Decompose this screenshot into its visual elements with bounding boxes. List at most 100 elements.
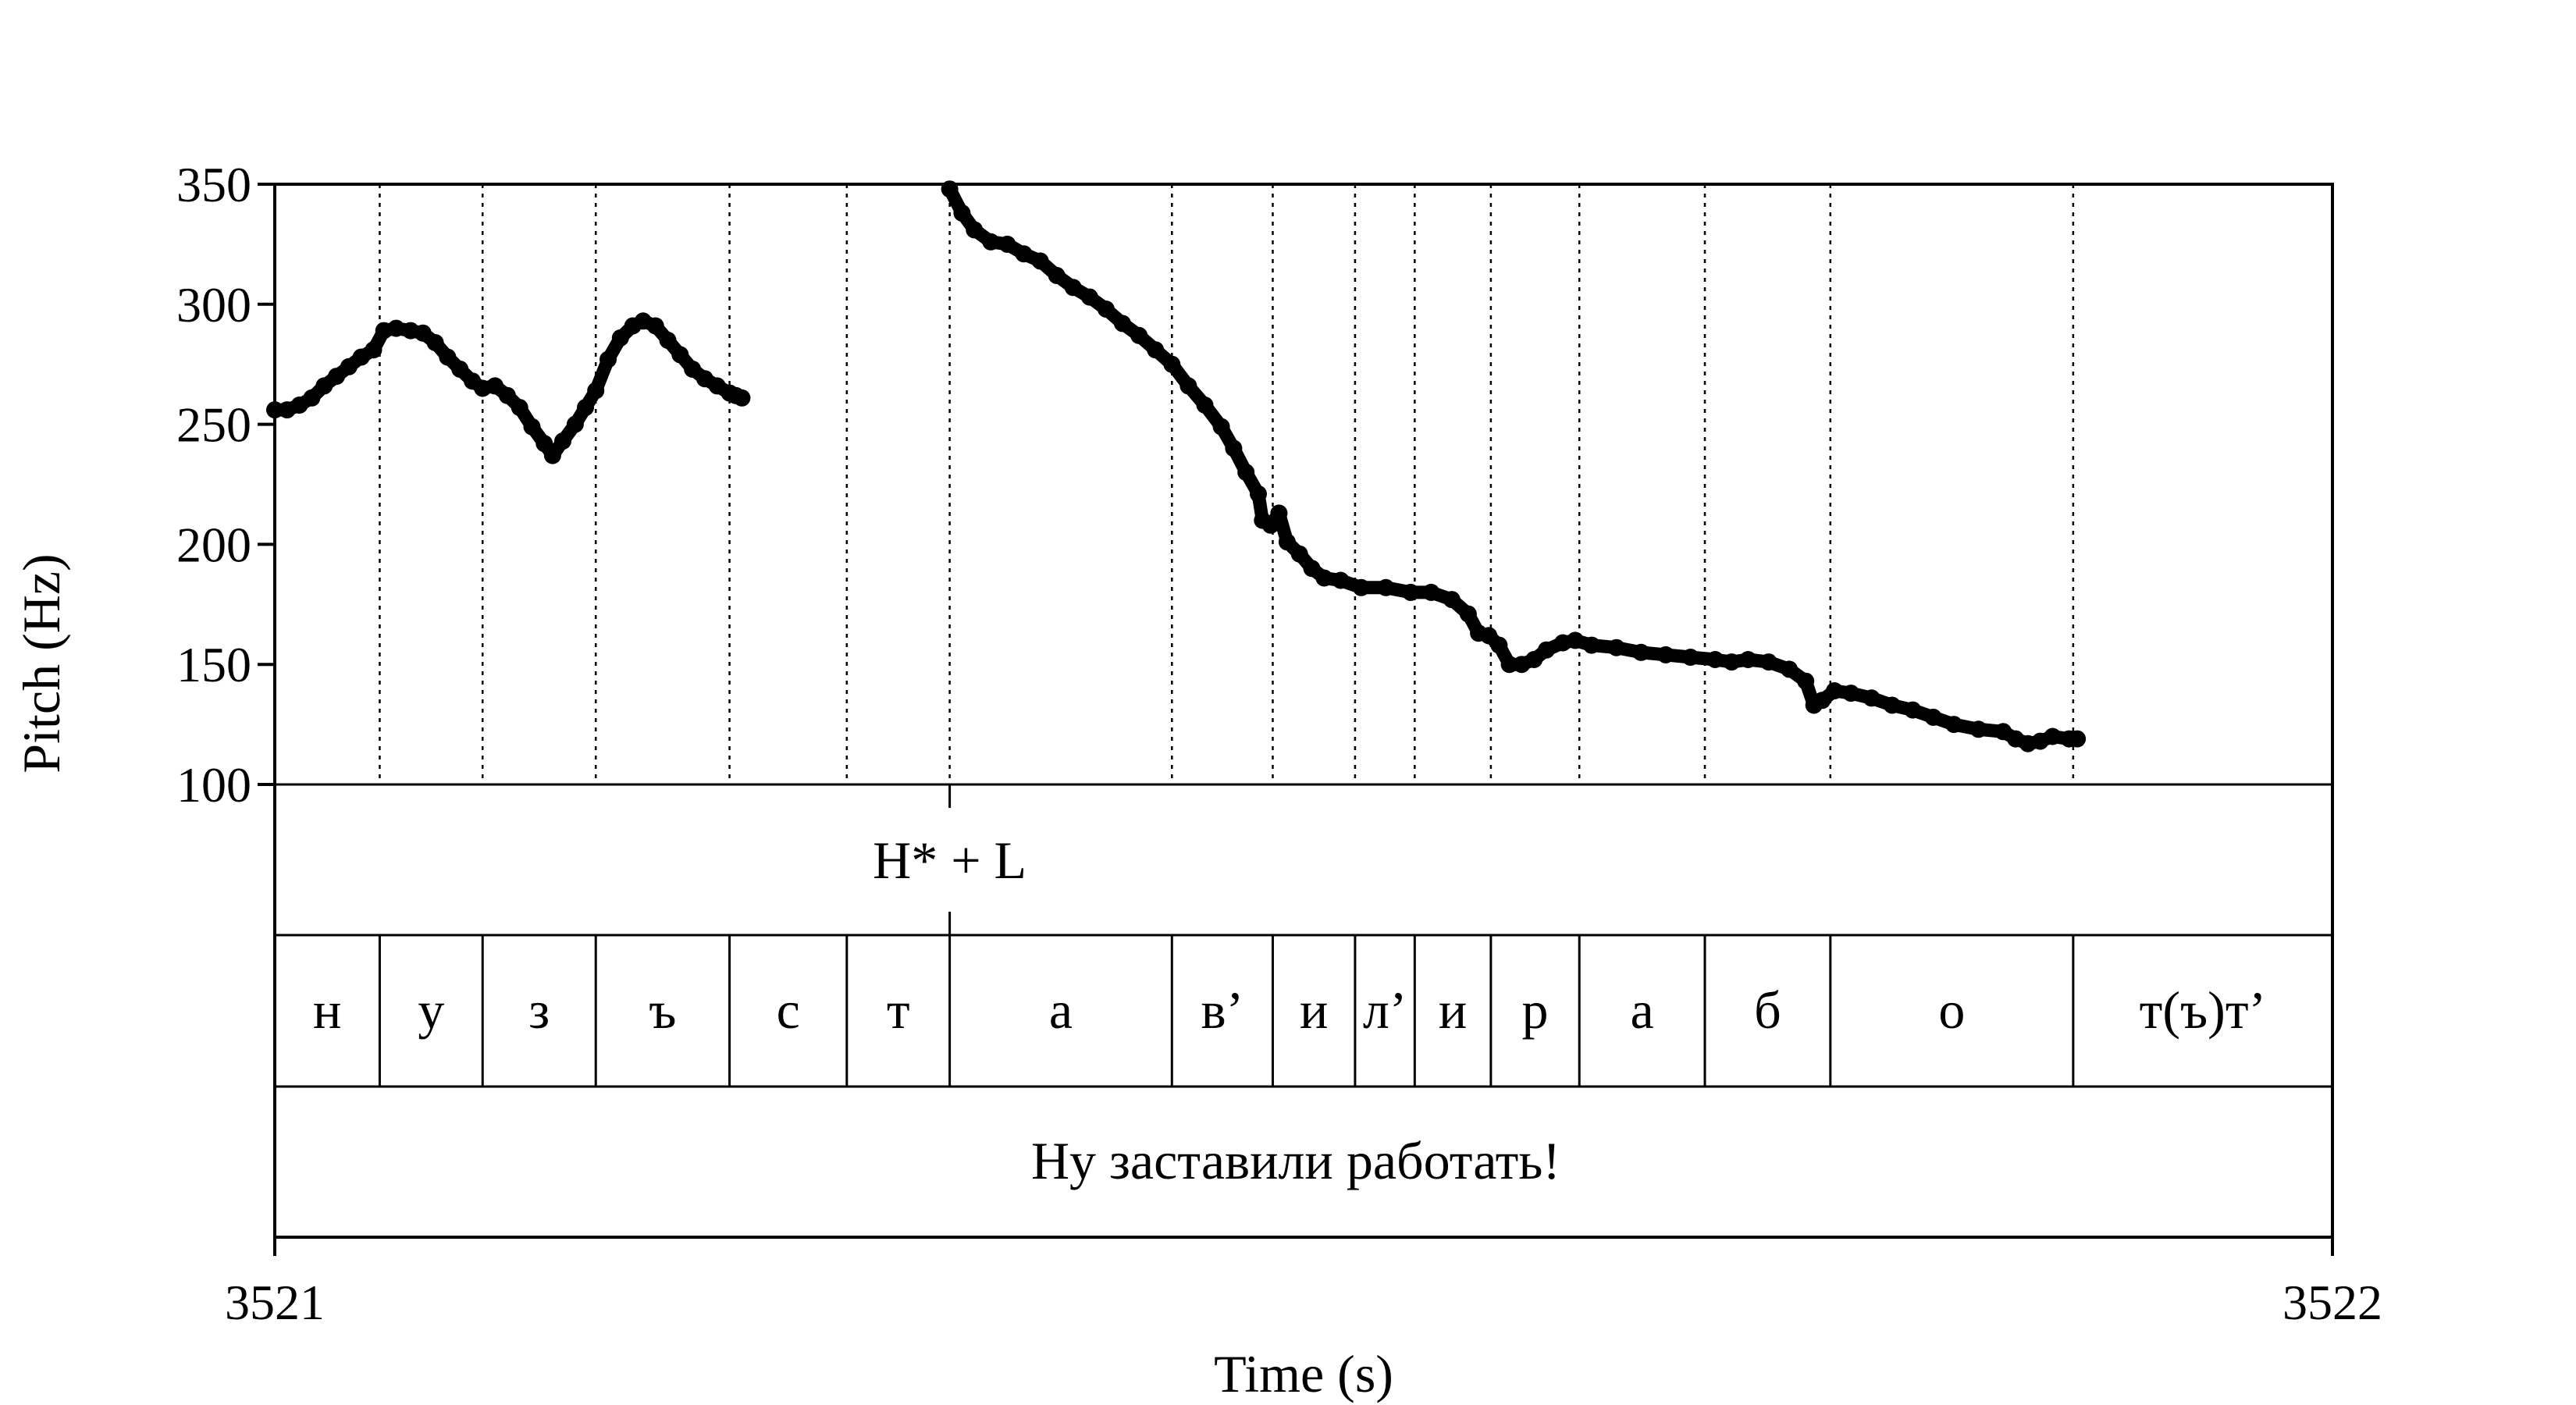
pitch-curves bbox=[266, 180, 2087, 752]
y-tick-label: 250 bbox=[176, 397, 251, 453]
pitch-point bbox=[1813, 692, 1831, 710]
segment-label: б bbox=[1754, 980, 1781, 1040]
pitch-point bbox=[1278, 533, 1296, 551]
pitch-point bbox=[587, 382, 605, 400]
pitch-point bbox=[1500, 656, 1518, 674]
pitch-point bbox=[671, 346, 689, 364]
pitch-point bbox=[966, 221, 984, 239]
pitch-point bbox=[1377, 578, 1395, 596]
pitch-point bbox=[577, 399, 594, 417]
segment-label: в’ bbox=[1201, 980, 1244, 1040]
pitch-point bbox=[1583, 636, 1600, 654]
pitch-point bbox=[1945, 716, 1962, 734]
pitch-point bbox=[486, 377, 504, 395]
pitch-point bbox=[1681, 649, 1699, 666]
x-axis-ticks: 3521 3522 bbox=[225, 1237, 2382, 1330]
pitch-point bbox=[1048, 266, 1066, 284]
x-tick-label: 3522 bbox=[2282, 1275, 2382, 1330]
segment-label: л’ bbox=[1363, 980, 1407, 1040]
pitch-point bbox=[982, 233, 1000, 251]
pitch-point bbox=[523, 418, 541, 436]
annotation-tiers: H* + Lн у з ъ с т а в’ и л’ и р а б о т(ъ)т’ bbox=[313, 784, 2266, 1087]
segment-gridlines bbox=[379, 184, 2075, 784]
pitch-point bbox=[998, 235, 1016, 253]
pitch-point bbox=[266, 401, 283, 419]
pitch-point bbox=[1303, 560, 1321, 578]
pitch-point bbox=[684, 360, 702, 378]
pitch-point bbox=[941, 180, 959, 198]
pitch-point bbox=[1632, 643, 1650, 661]
segment-label: ъ bbox=[649, 980, 676, 1040]
pitch-point bbox=[1315, 569, 1333, 587]
pitch-point bbox=[554, 432, 571, 450]
pitch-point bbox=[659, 331, 677, 349]
pitch-point bbox=[498, 386, 516, 404]
x-axis-label: Time (s) bbox=[1214, 1344, 1393, 1403]
pitch-point bbox=[1607, 638, 1625, 656]
pitch-point bbox=[1332, 571, 1350, 589]
segment-label: т bbox=[887, 980, 910, 1040]
segment-label: з bbox=[528, 980, 550, 1040]
pitch-point bbox=[1097, 301, 1115, 318]
pitch-point bbox=[1883, 696, 1901, 714]
segment-label: у bbox=[418, 980, 444, 1040]
pitch-point bbox=[566, 415, 584, 433]
x-tick-label: 3521 bbox=[225, 1275, 325, 1330]
pitch-point bbox=[511, 399, 528, 417]
segment-label: р bbox=[1522, 980, 1549, 1040]
y-axis-label: Pitch (Hz) bbox=[12, 553, 71, 773]
pitch-point bbox=[646, 317, 664, 335]
pitch-point bbox=[1797, 672, 1815, 690]
y-tick-label: 200 bbox=[176, 517, 251, 572]
y-tick-label: 350 bbox=[176, 157, 251, 212]
segment-label: а bbox=[1049, 980, 1073, 1040]
pitch-point bbox=[1402, 583, 1420, 601]
pitch-point bbox=[1212, 418, 1230, 436]
segment-label: т(ъ)т’ bbox=[2140, 980, 2267, 1040]
pitch-point bbox=[1826, 682, 1844, 699]
y-axis-ticks: 350 300 250 200 150 100 bbox=[176, 157, 275, 813]
pitch-point bbox=[1759, 653, 1777, 671]
pitch-point bbox=[328, 368, 346, 386]
outer-frame bbox=[273, 183, 2334, 1239]
pitch-point bbox=[1270, 504, 1288, 522]
y-tick-label: 150 bbox=[176, 637, 251, 692]
pitch-point bbox=[1443, 591, 1461, 609]
pitch-point bbox=[1015, 245, 1033, 263]
segment-label: и bbox=[1300, 980, 1328, 1040]
pitch-point bbox=[1422, 583, 1440, 601]
pitch-point bbox=[1706, 651, 1724, 668]
pitch-point bbox=[451, 360, 469, 378]
pitch-point bbox=[1739, 651, 1757, 668]
pitch-point bbox=[1130, 326, 1148, 344]
pitch-point bbox=[315, 377, 333, 395]
pitch-point bbox=[611, 329, 629, 347]
pitch-point bbox=[1656, 646, 1674, 663]
pitch-point bbox=[1261, 516, 1279, 534]
pitch-point bbox=[1781, 660, 1799, 678]
pitch-point bbox=[1924, 708, 1942, 726]
pitch-point bbox=[1904, 701, 1922, 719]
pitch-point bbox=[708, 377, 726, 395]
segment-label: и bbox=[1439, 980, 1467, 1040]
y-tick-label: 300 bbox=[176, 277, 251, 333]
pitch-point bbox=[439, 348, 457, 366]
pitch-point bbox=[1538, 641, 1555, 659]
pitch-point bbox=[340, 357, 358, 375]
y-tick-label: 100 bbox=[176, 757, 251, 813]
segment-label: о bbox=[1938, 980, 1965, 1040]
pitch-point bbox=[387, 319, 405, 337]
pitch-point bbox=[1290, 545, 1308, 563]
tone-label: H* + L bbox=[873, 831, 1026, 890]
pitch-point bbox=[2044, 727, 2062, 745]
pitch-point bbox=[600, 350, 617, 368]
pitch-point bbox=[2069, 730, 2087, 748]
pitch-point bbox=[1163, 355, 1181, 373]
pitch-point bbox=[1250, 485, 1267, 503]
pitch-point bbox=[303, 389, 321, 407]
plot-frame bbox=[273, 183, 2334, 1239]
pitch-point bbox=[1196, 397, 1214, 414]
pitch-point bbox=[426, 334, 444, 351]
pitch-point bbox=[1114, 315, 1131, 333]
